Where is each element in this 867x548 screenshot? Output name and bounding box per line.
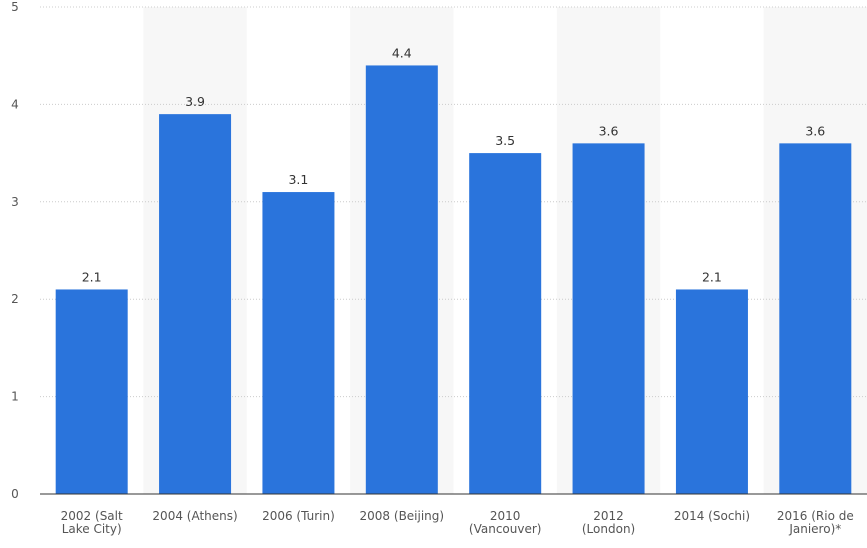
value-label: 2.1 xyxy=(82,269,102,284)
value-label: 4.4 xyxy=(392,45,412,60)
bar xyxy=(159,114,232,494)
bar xyxy=(469,153,542,494)
y-tick-label: 5 xyxy=(11,0,19,14)
x-tick-label: 2002 (Salt Lake City) xyxy=(61,509,123,536)
value-label: 3.6 xyxy=(805,123,825,138)
bar xyxy=(262,192,335,494)
value-label: 3.5 xyxy=(495,133,515,148)
x-tick-label: 2012 (London) xyxy=(582,509,635,536)
x-tick-label: 2004 (Athens) xyxy=(152,509,237,523)
value-label: 3.9 xyxy=(185,94,205,109)
bar xyxy=(55,289,128,494)
x-tick-label: 2008 (Beijing) xyxy=(360,509,445,523)
value-label: 3.6 xyxy=(599,123,619,138)
x-tick-label: 2016 (Rio de Janiero)* xyxy=(777,509,854,536)
y-tick-label: 3 xyxy=(11,195,19,209)
bar xyxy=(572,143,645,495)
x-tick-label: 2014 (Sochi) xyxy=(674,509,750,523)
value-label: 3.1 xyxy=(288,172,308,187)
y-tick-label: 1 xyxy=(11,390,19,404)
y-tick-label: 4 xyxy=(11,97,19,111)
bar xyxy=(675,289,748,494)
bar xyxy=(779,143,852,495)
y-tick-label: 2 xyxy=(11,292,19,306)
x-tick-label: 2010 (Vancouver) xyxy=(469,509,542,536)
bar xyxy=(365,65,438,494)
value-label: 2.1 xyxy=(702,269,722,284)
y-tick-label: 0 xyxy=(11,487,19,501)
x-tick-label: 2006 (Turin) xyxy=(262,509,335,523)
